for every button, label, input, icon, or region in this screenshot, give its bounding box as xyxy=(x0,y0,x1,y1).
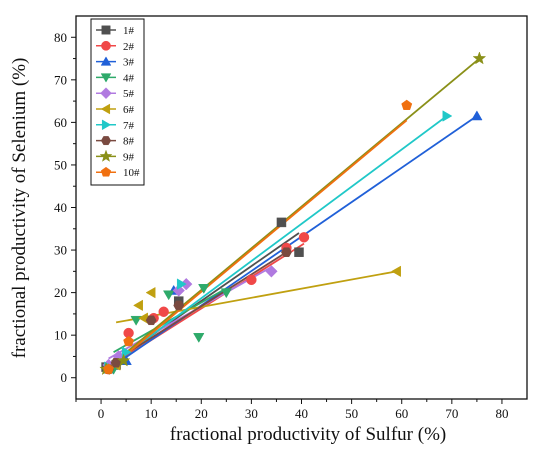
data-point-series-7 xyxy=(176,278,187,290)
data-point-series-10 xyxy=(401,99,413,110)
x-tick-label: 60 xyxy=(395,406,408,421)
legend-box xyxy=(90,18,145,186)
data-point-series-9 xyxy=(116,353,131,367)
x-axis-title: fractional productivity of Sulfur (%) xyxy=(170,424,446,445)
data-point-series-10 xyxy=(103,363,114,374)
data-point-series-2 xyxy=(246,274,257,286)
fit-line-9 xyxy=(105,57,480,370)
data-point-series-7 xyxy=(442,110,453,122)
x-tick-label: 50 xyxy=(345,406,358,421)
x-tick-label: 0 xyxy=(98,406,105,421)
legend-label: 1# xyxy=(123,25,135,37)
data-point-series-1 xyxy=(276,217,287,228)
legend-label: 5# xyxy=(123,88,135,100)
data-point-series-3 xyxy=(471,110,483,121)
legend-label: 2# xyxy=(123,41,135,53)
fit-line-8 xyxy=(108,251,287,366)
y-tick-label: 80 xyxy=(54,30,67,45)
x-tick-label: 30 xyxy=(245,406,258,421)
data-points xyxy=(99,51,487,376)
y-tick-label: 60 xyxy=(54,115,67,130)
data-point-series-4 xyxy=(162,290,175,301)
data-point-series-8 xyxy=(145,315,157,326)
legend-label: 4# xyxy=(123,72,135,84)
data-point-series-8 xyxy=(281,247,292,257)
fit-lines xyxy=(105,57,480,370)
legend-marker xyxy=(99,149,113,162)
x-tick-label: 10 xyxy=(145,406,158,421)
y-tick-label: 0 xyxy=(61,370,68,385)
data-point-series-6 xyxy=(133,299,143,312)
data-point-series-9 xyxy=(472,51,487,65)
data-point-series-10 xyxy=(123,335,135,347)
x-tick-label: 70 xyxy=(445,406,458,421)
legend-marker xyxy=(100,56,112,66)
legend-marker xyxy=(100,166,112,177)
axes: 0 10 20 30 40 50 60 70 80 0 10 20 30 40 50 60 70 80 xyxy=(54,30,508,421)
fit-line-3 xyxy=(108,115,478,370)
legend-label: 9# xyxy=(123,151,135,163)
legend-label: 8# xyxy=(123,136,135,148)
data-point-series-5 xyxy=(172,284,185,297)
y-tick-label: 50 xyxy=(54,157,67,172)
x-tick-label: 40 xyxy=(295,406,308,421)
data-point-series-5 xyxy=(265,265,278,278)
y-tick-label: 30 xyxy=(54,243,67,258)
data-point-series-4 xyxy=(193,333,205,343)
legend-label: 7# xyxy=(123,120,135,132)
legend-marker xyxy=(101,25,111,35)
data-point-series-8 xyxy=(173,300,185,311)
y-tick-label: 20 xyxy=(54,285,67,300)
data-point-series-6 xyxy=(145,286,156,299)
data-point-series-6 xyxy=(391,265,401,278)
legend-marker xyxy=(100,73,112,83)
y-tick-label: 70 xyxy=(54,72,67,87)
legend-marker xyxy=(100,87,112,100)
data-point-series-4 xyxy=(220,288,233,299)
data-point-series-1 xyxy=(294,247,304,257)
fit-line-10 xyxy=(107,119,408,370)
legend-marker xyxy=(101,40,111,51)
data-point-series-6 xyxy=(138,312,148,324)
legend-label: 10# xyxy=(123,167,140,179)
y-tick-label: 10 xyxy=(54,328,67,343)
data-point-series-2 xyxy=(298,232,310,243)
data-point-series-8 xyxy=(110,358,122,368)
legend-label: 6# xyxy=(123,104,135,116)
legend-marker xyxy=(101,119,112,131)
y-tick-label: 40 xyxy=(54,200,67,215)
legend: 1# 2# 3# 4# 5# 6# 7# 8# 9# 10# xyxy=(90,18,145,186)
legend-label: 3# xyxy=(123,57,135,69)
data-point-series-2 xyxy=(158,306,169,317)
y-axis-title: fractional productivity of Selenium (%) xyxy=(9,58,30,359)
data-point-series-4 xyxy=(198,284,210,294)
fit-line-7 xyxy=(108,115,448,368)
x-tick-label: 20 xyxy=(195,406,208,421)
data-point-series-7 xyxy=(121,346,132,358)
legend-marker xyxy=(100,136,112,146)
legend-marker xyxy=(100,103,111,115)
x-tick-label: 80 xyxy=(495,406,508,421)
